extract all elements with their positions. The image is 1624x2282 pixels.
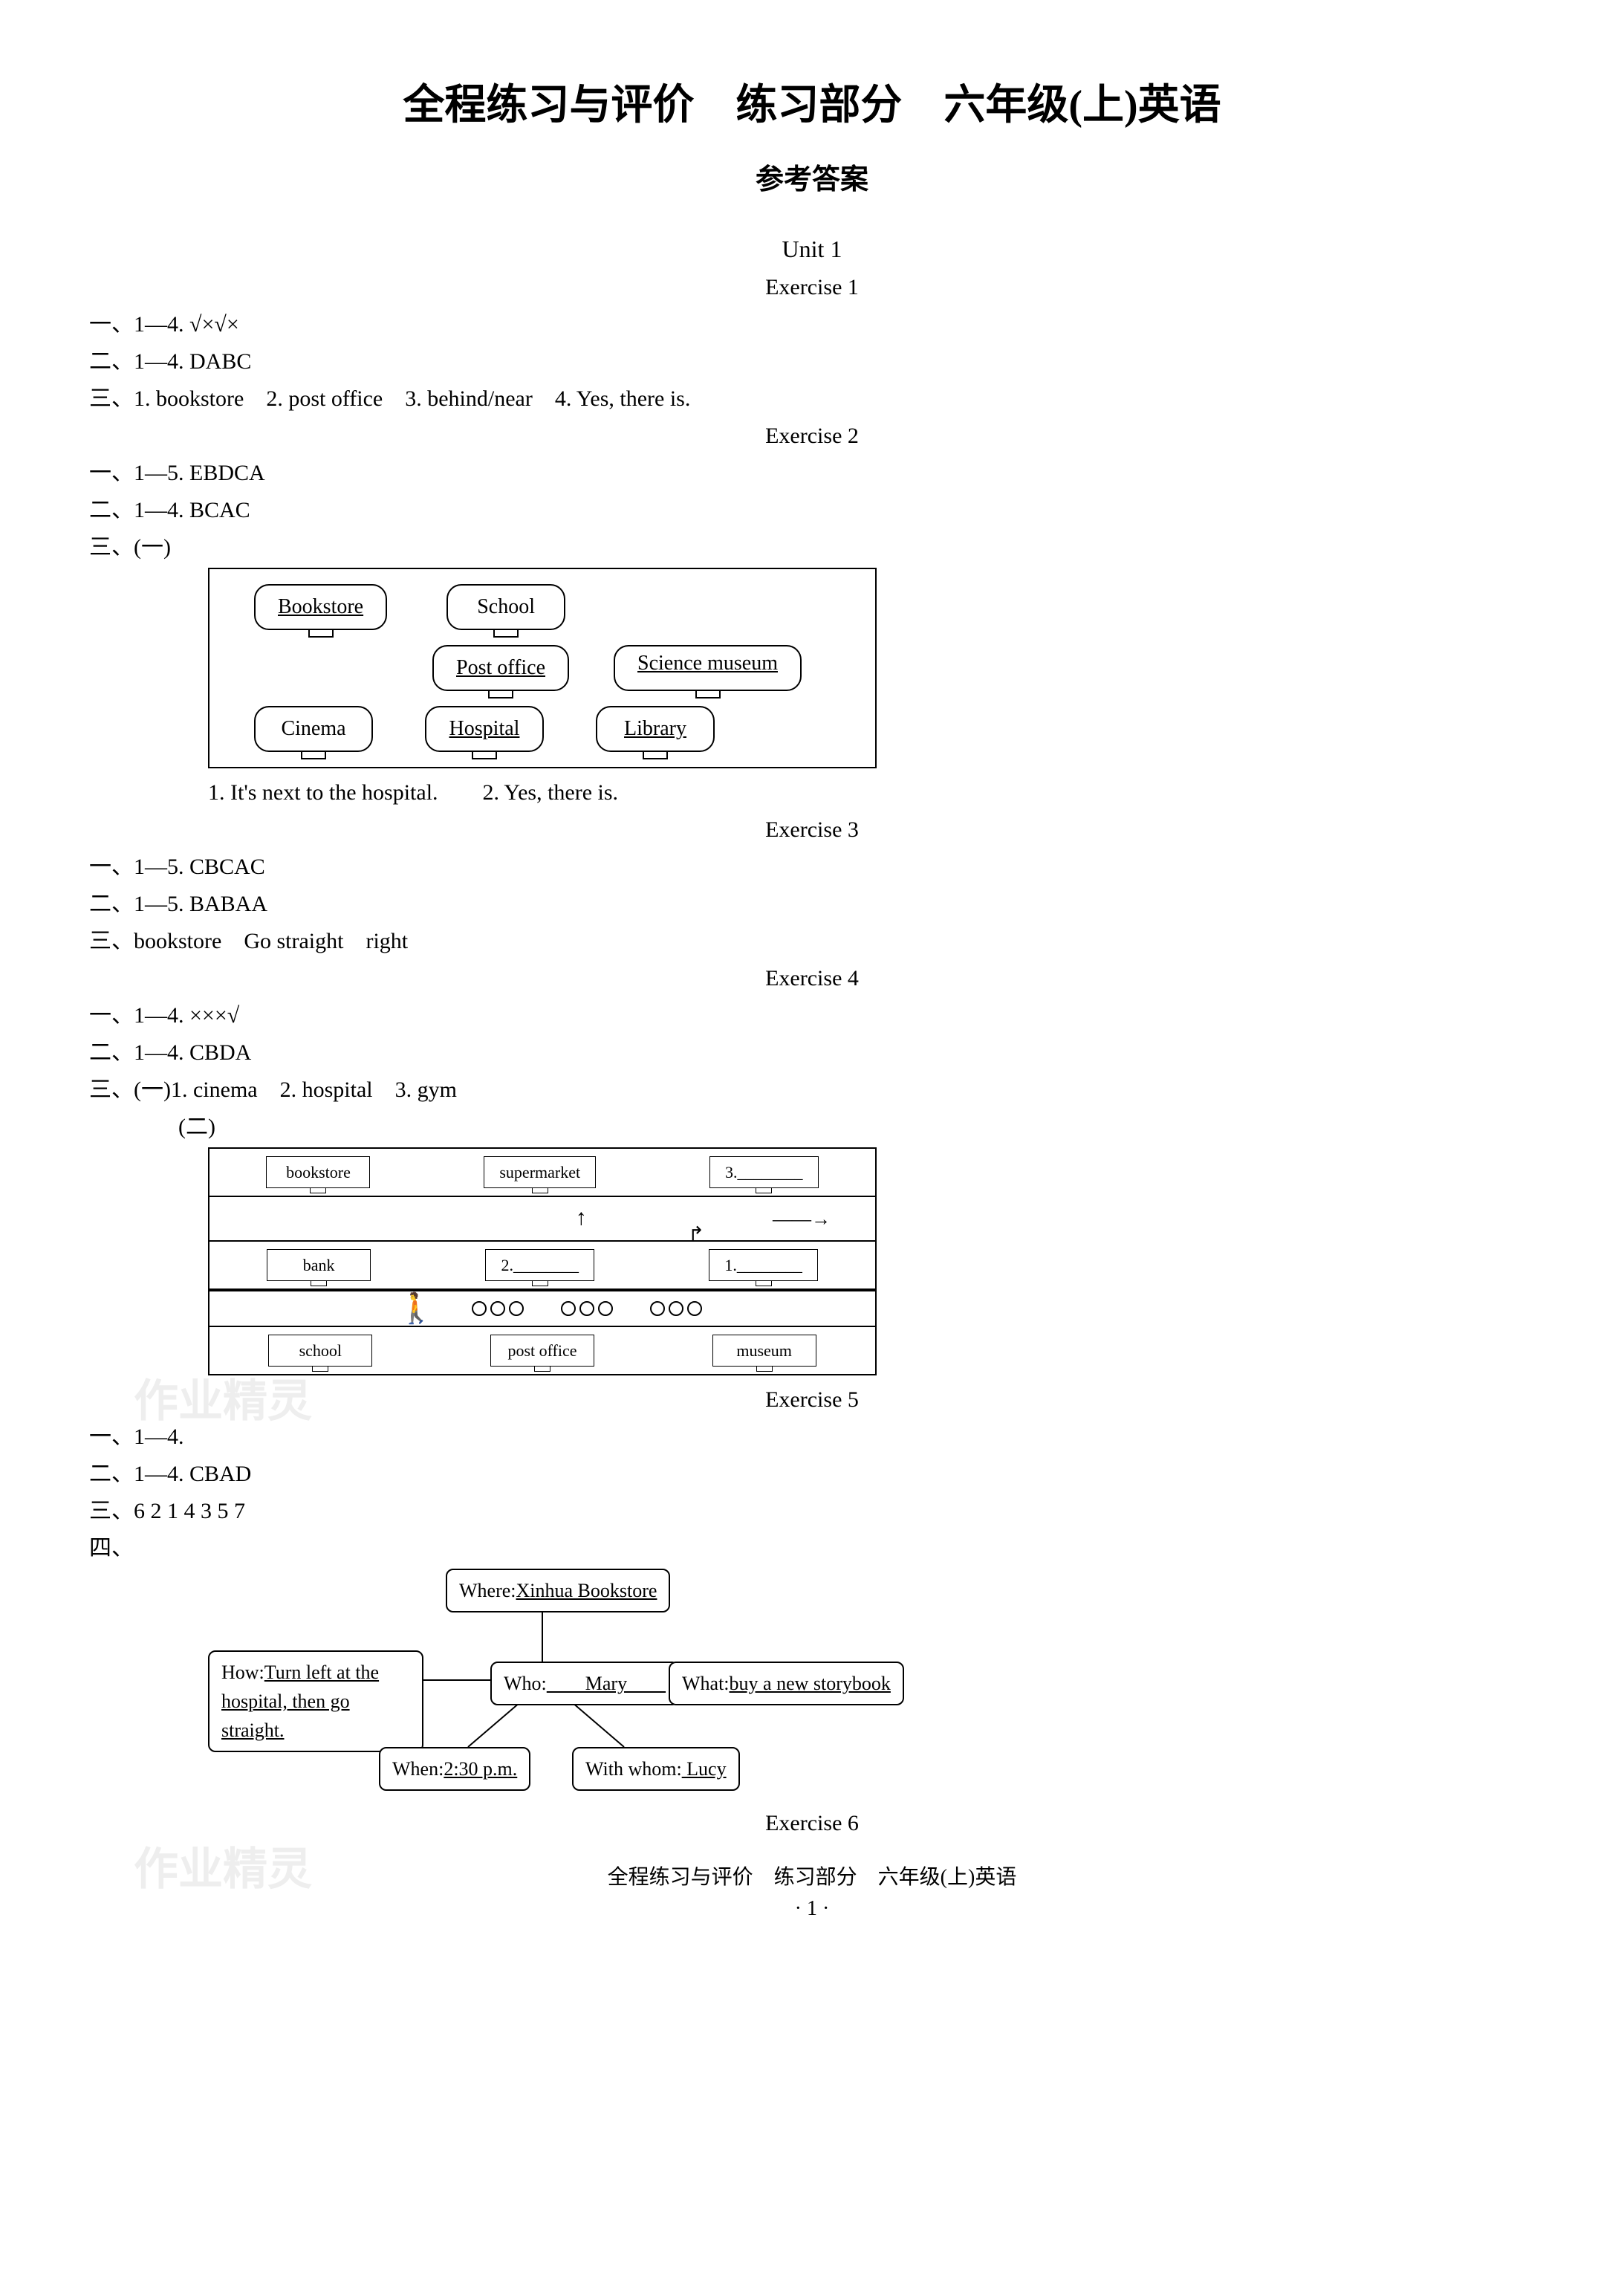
ex5-mindmap: Where:Xinhua Bookstore How:Turn left at … [208, 1569, 988, 1806]
ex2-line3: 三、(一) [89, 531, 1535, 564]
ex2-line1: 一、1—5. EBDCA [89, 456, 1535, 490]
science-label: Science museum [637, 652, 778, 675]
ex4-line1: 一、1—4. ×××√ [89, 999, 1535, 1032]
ex2-line2: 二、1—4. BCAC [89, 493, 1535, 527]
ex5-line1: 一、1—4. [89, 1420, 1535, 1453]
building-hospital: Hospital [425, 706, 544, 752]
map-bookstore: bookstore [266, 1156, 370, 1188]
ex2-line4: 1. It's next to the hospital. 2. Yes, th… [208, 776, 1535, 809]
arrow-turn-icon: ↱ [688, 1219, 704, 1248]
ex5-line3: 三、6 2 1 4 3 5 7 [89, 1494, 1535, 1528]
mm-when-label: When: [392, 1758, 444, 1780]
arrow-right-icon: ——→ [773, 1205, 831, 1234]
map-postoffice: post office [490, 1335, 594, 1367]
ex1-line1: 一、1—4. √×√× [89, 308, 1535, 341]
road: 🚶 [210, 1290, 875, 1327]
walker-icon: 🚶 [397, 1286, 435, 1331]
unit-title: Unit 1 [89, 231, 1535, 267]
mm-who-label: Who: [504, 1673, 547, 1694]
ex4-line2: 二、1—4. CBDA [89, 1036, 1535, 1069]
footer: 全程练习与评价 练习部分 六年级(上)英语 [89, 1862, 1535, 1893]
map-museum: museum [712, 1335, 816, 1367]
ex5-line4: 四、 [89, 1531, 1535, 1565]
mm-where-val: Xinhua Bookstore [516, 1580, 657, 1601]
mm-when-val: 2:30 p.m. [444, 1758, 517, 1780]
page-number: · 1 · [89, 1893, 1535, 1925]
map-school: school [268, 1335, 372, 1367]
map-supermarket: supermarket [484, 1156, 596, 1188]
mm-withwhom: With whom: Lucy [572, 1747, 740, 1791]
mm-who-val: Mary [547, 1673, 666, 1694]
building-science: Science museum [614, 645, 802, 691]
mm-how-label: How: [221, 1662, 264, 1683]
ex5-line2: 二、1—4. CBAD [89, 1457, 1535, 1491]
exercise-2-title: Exercise 2 [89, 419, 1535, 453]
building-school: School [446, 584, 565, 630]
mm-what-label: What: [682, 1673, 730, 1694]
ex1-line2: 二、1—4. DABC [89, 345, 1535, 378]
exercise-5-title: Exercise 5 [89, 1383, 1535, 1416]
map-blank1: 1.________ [709, 1249, 818, 1281]
ex4-line3: 三、(一)1. cinema 2. hospital 3. gym [89, 1073, 1535, 1106]
ex4-line4: (二) [178, 1110, 1535, 1144]
subtitle: 参考答案 [89, 159, 1535, 201]
mm-where: Where:Xinhua Bookstore [446, 1569, 670, 1612]
building-library: Library [596, 706, 715, 752]
exercise-1-title: Exercise 1 [89, 270, 1535, 304]
ex3-line2: 二、1—5. BABAA [89, 887, 1535, 921]
exercise-6-title: Exercise 6 [89, 1806, 1535, 1840]
building-bookstore: Bookstore [254, 584, 387, 630]
main-title: 全程练习与评价 练习部分 六年级(上)英语 [89, 74, 1535, 137]
mm-how: How:Turn left at the hospital, then go s… [208, 1650, 423, 1752]
arrow-up-icon: ↑ [576, 1201, 587, 1234]
map-blank3: 3.________ [709, 1156, 819, 1188]
ex3-line1: 一、1—5. CBCAC [89, 850, 1535, 884]
building-postoffice: Post office [432, 645, 569, 691]
mm-when: When:2:30 p.m. [379, 1747, 530, 1791]
mm-what-val: buy a new storybook [730, 1673, 891, 1694]
map-bank: bank [267, 1249, 371, 1281]
building-cinema: Cinema [254, 706, 373, 752]
mm-where-label: Where: [459, 1580, 516, 1601]
exercise-3-title: Exercise 3 [89, 813, 1535, 846]
ex4-map: bookstore supermarket 3.________ ↑ ——→ ↱… [208, 1147, 1535, 1375]
ex3-line3: 三、bookstore Go straight right [89, 924, 1535, 958]
mm-withwhom-val: Lucy [682, 1758, 727, 1780]
mm-withwhom-label: With whom: [585, 1758, 682, 1780]
mm-who: Who: Mary [490, 1662, 679, 1705]
mm-what: What:buy a new storybook [669, 1662, 904, 1705]
ex1-line3: 三、1. bookstore 2. post office 3. behind/… [89, 382, 1535, 415]
map-blank2: 2.________ [485, 1249, 594, 1281]
exercise-4-title: Exercise 4 [89, 962, 1535, 995]
ex2-diagram: Bookstore School Post office Science mus… [208, 568, 1535, 768]
